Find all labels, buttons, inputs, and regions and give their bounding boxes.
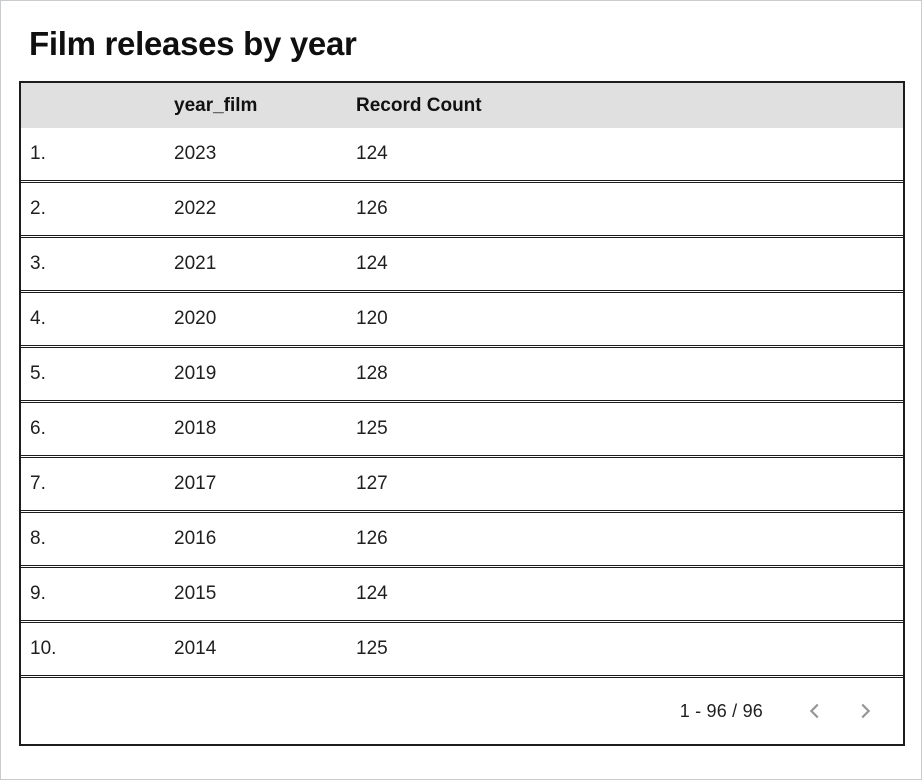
table-row: 7. 2017 127	[21, 458, 903, 513]
record-count-value: 127	[356, 473, 388, 494]
record-count-value: 128	[356, 363, 388, 384]
row-number: 8.	[30, 528, 46, 549]
record-count-value: 120	[356, 308, 388, 329]
pagination-next-button[interactable]	[851, 697, 879, 725]
year-film-value: 2022	[174, 198, 217, 219]
row-number: 9.	[30, 583, 46, 604]
year-film-value: 2023	[174, 143, 217, 164]
row-number: 1.	[30, 143, 46, 164]
data-table: year_film Record Count 1. 2023 124 2. 20…	[19, 81, 905, 746]
year-film-value: 2015	[174, 583, 217, 604]
table-row: 1. 2023 124	[21, 128, 903, 183]
record-count-value: 124	[356, 143, 388, 164]
record-count-value: 124	[356, 583, 388, 604]
table-row: 2. 2022 126	[21, 183, 903, 238]
record-count-value: 126	[356, 528, 388, 549]
table-row: 3. 2021 124	[21, 238, 903, 293]
row-number: 10.	[30, 638, 57, 659]
chevron-right-icon	[854, 700, 876, 722]
year-film-value: 2017	[174, 473, 217, 494]
table-header-row: year_film Record Count	[21, 83, 903, 128]
row-number: 3.	[30, 253, 46, 274]
table-row: 4. 2020 120	[21, 293, 903, 348]
year-film-value: 2020	[174, 308, 217, 329]
year-film-value: 2021	[174, 253, 217, 274]
chart-title: Film releases by year	[29, 25, 357, 62]
year-film-value: 2014	[174, 638, 217, 659]
year-film-value: 2016	[174, 528, 217, 549]
record-count-value: 125	[356, 638, 388, 659]
record-count-value: 124	[356, 253, 388, 274]
row-number: 2.	[30, 198, 46, 219]
row-number: 5.	[30, 363, 46, 384]
header-cell-year-film[interactable]: year_film	[174, 94, 258, 116]
record-count-value: 126	[356, 198, 388, 219]
pagination-prev-button[interactable]	[801, 697, 829, 725]
table-row: 6. 2018 125	[21, 403, 903, 458]
year-film-value: 2019	[174, 363, 217, 384]
row-number: 6.	[30, 418, 46, 439]
table-row: 10. 2014 125	[21, 623, 903, 678]
table-pagination-bar: 1 - 96 / 96	[21, 678, 903, 744]
row-number: 7.	[30, 473, 46, 494]
table-row: 8. 2016 126	[21, 513, 903, 568]
record-count-value: 125	[356, 418, 388, 439]
year-film-value: 2018	[174, 418, 217, 439]
pagination-range-label: 1 - 96 / 96	[679, 700, 763, 721]
table-row: 5. 2019 128	[21, 348, 903, 403]
header-cell-record-count[interactable]: Record Count	[356, 94, 482, 116]
row-number: 4.	[30, 308, 46, 329]
table-row: 9. 2015 124	[21, 568, 903, 623]
chevron-left-icon	[804, 700, 826, 722]
